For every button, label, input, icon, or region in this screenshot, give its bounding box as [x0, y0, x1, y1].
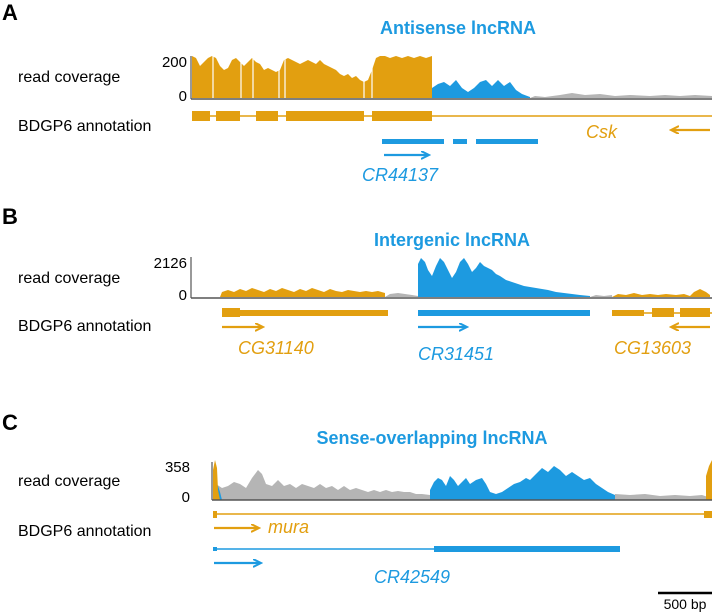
- gene-cg31140-label: CG31140: [238, 338, 314, 358]
- panel-c-coverage-gray: [214, 470, 708, 500]
- panel-c: C Sense-overlapping lncRNA read coverage…: [2, 410, 712, 587]
- panel-a-coverage-label: read coverage: [18, 69, 120, 86]
- panel-b-ymax-label: 2126: [154, 255, 187, 272]
- panel-a-coverage-gray: [530, 93, 712, 98]
- panel-b-ymin-label: 0: [179, 287, 187, 304]
- scale-bar: 500 bp: [658, 591, 712, 612]
- panel-b-coverage-blue: [418, 258, 590, 297]
- gene-cr31451-label: CR31451: [418, 344, 494, 364]
- gene-cg13603: CG13603: [612, 308, 712, 358]
- panel-b-annotation-label: BDGP6 annotation: [18, 318, 151, 335]
- gene-cr31451: CR31451: [418, 310, 590, 364]
- panel-c-coverage-blue: [214, 466, 615, 500]
- panel-c-ymax-label: 358: [165, 459, 190, 476]
- gene-mura-label: mura: [268, 517, 309, 537]
- gene-cg31140: CG31140: [222, 308, 388, 358]
- panel-c-title: Sense-overlapping lncRNA: [316, 428, 547, 448]
- gene-csk: Csk: [192, 111, 712, 142]
- panel-b-title: Intergenic lncRNA: [374, 230, 530, 250]
- scale-bar-label: 500 bp: [664, 596, 707, 612]
- gene-cg13603-label: CG13603: [614, 338, 691, 358]
- panel-b: B Intergenic lncRNA read coverage 2126 0…: [2, 204, 712, 364]
- gene-mura: mura: [213, 511, 712, 537]
- gene-cr42549-label: CR42549: [374, 567, 450, 587]
- panel-a-ymax-label: 200: [162, 54, 187, 71]
- gene-cr44137-label: CR44137: [362, 165, 439, 185]
- gene-cr44137: CR44137: [362, 139, 538, 185]
- panel-a-letter: A: [2, 0, 18, 25]
- panel-b-coverage-gray: [385, 293, 612, 297]
- panel-c-letter: C: [2, 410, 18, 435]
- panel-c-annotation-label: BDGP6 annotation: [18, 523, 151, 540]
- gene-csk-label: Csk: [586, 122, 618, 142]
- panel-a-title: Antisense lncRNA: [380, 18, 536, 38]
- gene-cr42549: CR42549: [213, 546, 620, 587]
- panel-a-coverage-gold: [192, 56, 432, 98]
- panel-a-annotation-label: BDGP6 annotation: [18, 118, 151, 135]
- panel-a-ymin-label: 0: [179, 88, 187, 105]
- panel-b-coverage-gold: [220, 288, 710, 297]
- panel-b-coverage-label: read coverage: [18, 270, 120, 287]
- panel-a-exon-boundaries: [212, 56, 373, 98]
- panel-c-ymin-label: 0: [182, 489, 190, 506]
- panel-b-letter: B: [2, 204, 18, 229]
- panel-c-coverage-label: read coverage: [18, 473, 120, 490]
- panel-a: A Antisense lncRNA read coverage 200 0 B…: [2, 0, 712, 185]
